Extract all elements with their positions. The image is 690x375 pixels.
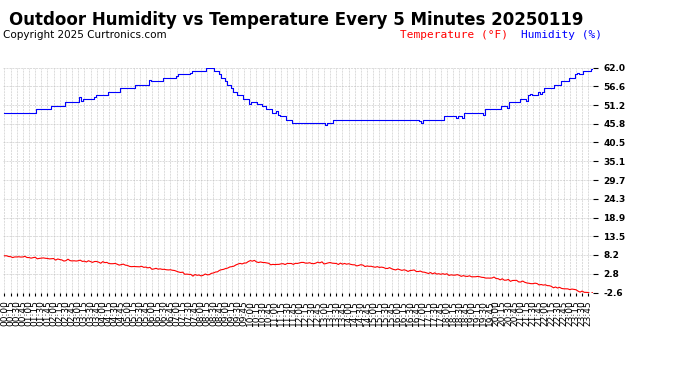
Text: Copyright 2025 Curtronics.com: Copyright 2025 Curtronics.com xyxy=(3,30,167,40)
Text: Temperature (°F): Temperature (°F) xyxy=(400,30,509,40)
Text: Humidity (%): Humidity (%) xyxy=(521,30,602,40)
Text: Outdoor Humidity vs Temperature Every 5 Minutes 20250119: Outdoor Humidity vs Temperature Every 5 … xyxy=(10,11,584,29)
